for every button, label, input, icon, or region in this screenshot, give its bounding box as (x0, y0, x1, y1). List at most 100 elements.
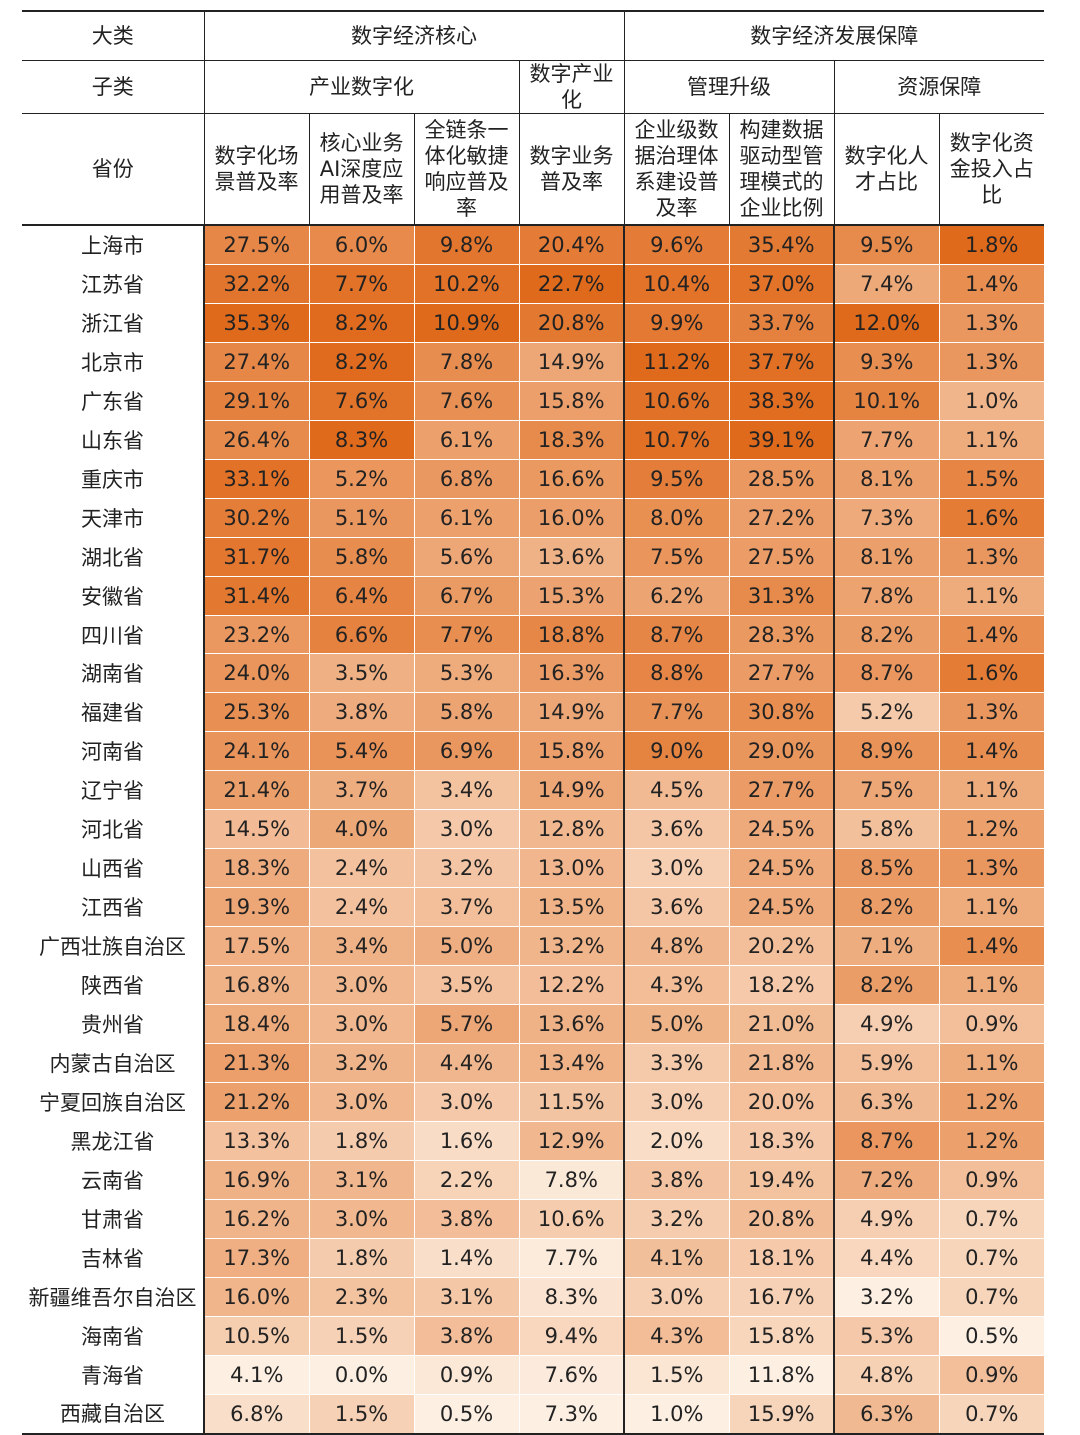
column-header-3: 全链条一体化敏捷响应普及率 (413, 113, 519, 226)
province-label: 重庆市 (22, 459, 204, 499)
column-header-8-text: 数字化资金投入占比 (949, 131, 1034, 207)
heatmap-cell: 1.2% (938, 809, 1044, 849)
heatmap-cell: 3.5% (308, 653, 414, 693)
heatmap-cell: 8.1% (833, 536, 939, 577)
province-label: 甘肃省 (22, 1199, 204, 1239)
table-row: 云南省 16.9% 3.1% 2.2% 7.8% 3.8% 19.4% 7.2% 0.9% (22, 1159, 1044, 1200)
heatmap-cell: 26.4% (203, 419, 309, 460)
heatmap-cell: 1.0% (623, 1393, 729, 1435)
heatmap-cell: 27.7% (728, 653, 834, 693)
heatmap-cell: 3.7% (413, 887, 519, 927)
heatmap-cell: 3.8% (308, 692, 414, 732)
heatmap-cell: 16.6% (518, 458, 624, 499)
table-row: 重庆市 33.1% 5.2% 6.8% 16.6% 9.5% 28.5% 8.1% 1.5% (22, 458, 1044, 499)
table-row: 内蒙古自治区 21.3% 3.2% 4.4% 13.4% 3.3% 21.8% 5.9% 1.1… (22, 1043, 1044, 1083)
heatmap-cell: 20.8% (728, 1198, 834, 1239)
heatmap-cell: 37.7% (728, 341, 834, 382)
heatmap-cell: 4.4% (413, 1043, 519, 1083)
heatmap-cell: 3.2% (833, 1276, 939, 1317)
heatmap-cell: 2.2% (413, 1159, 519, 1200)
column-header-4: 数字业务普及率 (518, 113, 624, 226)
heatmap-cell: 8.0% (623, 497, 729, 538)
province-label: 内蒙古自治区 (22, 1043, 204, 1083)
heatmap-cell: 21.2% (203, 1081, 309, 1122)
subgroup-header-digital-industrialization-text: 数字产业化 (529, 62, 614, 112)
heatmap-cell: 3.5% (413, 965, 519, 1005)
heatmap-cell: 3.1% (413, 1276, 519, 1317)
heatmap-cell: 25.3% (203, 692, 309, 732)
heatmap-cell: 13.5% (518, 887, 624, 927)
table-row: 湖北省 31.7% 5.8% 5.6% 13.6% 7.5% 27.5% 8.1% 1.3% (22, 536, 1044, 577)
heatmap-cell: 1.5% (938, 458, 1044, 499)
heatmap-cell: 24.5% (728, 809, 834, 849)
heatmap-cell: 1.4% (938, 614, 1044, 654)
heatmap-cell: 9.5% (623, 458, 729, 499)
heatmap-cell: 5.0% (623, 1004, 729, 1044)
province-label: 陕西省 (22, 965, 204, 1005)
column-header-7-text: 数字化人才占比 (844, 144, 929, 194)
heatmap-cell: 3.0% (308, 1198, 414, 1239)
heatmap-cell: 18.2% (728, 965, 834, 1005)
heatmap-cell: 1.2% (938, 1081, 1044, 1122)
heatmap-cell: 8.9% (833, 731, 939, 771)
heatmap-cell: 3.8% (413, 1198, 519, 1239)
heatmap-cell: 4.8% (833, 1354, 939, 1395)
province-label: 安徽省 (22, 576, 204, 616)
table-row: 安徽省 31.4% 6.4% 6.7% 15.3% 6.2% 31.3% 7.8% 1.1% (22, 575, 1044, 616)
heatmap-cell: 4.1% (203, 1354, 309, 1395)
heatmap-cell: 3.0% (623, 1276, 729, 1317)
heatmap-cell: 8.2% (833, 965, 939, 1005)
province-label: 山西省 (22, 848, 204, 888)
heatmap-cell: 13.2% (518, 926, 624, 966)
heatmap-cell: 27.4% (203, 341, 309, 382)
table-row: 上海市 27.5% 6.0% 9.8% 20.4% 9.6% 35.4% 9.5% 1.8% (22, 224, 1044, 265)
heatmap-cell: 1.3% (938, 848, 1044, 888)
heatmap-cell: 7.3% (833, 497, 939, 538)
province-label: 河南省 (22, 731, 204, 771)
column-header-3-text: 全链条一体化敏捷响应普及率 (424, 118, 509, 220)
heatmap-cell: 15.3% (518, 575, 624, 616)
heatmap-cell: 10.1% (833, 380, 939, 421)
heatmap-cell: 5.3% (833, 1315, 939, 1356)
heatmap-cell: 35.3% (203, 302, 309, 343)
heatmap-cell: 17.5% (203, 926, 309, 966)
heatmap-cell: 1.1% (938, 965, 1044, 1005)
heatmap-cell: 1.4% (938, 263, 1044, 304)
heatmap-cell: 18.3% (728, 1120, 834, 1161)
heatmap-cell: 10.9% (413, 302, 519, 343)
heatmap-cell: 6.8% (413, 458, 519, 499)
heatmap-cell: 27.7% (728, 770, 834, 810)
table-row: 福建省 25.3% 3.8% 5.8% 14.9% 7.7% 30.8% 5.2% 1.3% (22, 692, 1044, 732)
column-header-4-text: 数字业务普及率 (529, 144, 614, 194)
table-row: 山东省 26.4% 8.3% 6.1% 18.3% 10.7% 39.1% 7.7% 1.1% (22, 419, 1044, 460)
heatmap-cell: 3.0% (308, 965, 414, 1005)
table-row: 广东省 29.1% 7.6% 7.6% 15.8% 10.6% 38.3% 10.1% 1.0% (22, 380, 1044, 421)
heatmap-cell: 5.1% (308, 497, 414, 538)
heatmap-cell: 3.0% (413, 809, 519, 849)
heatmap-cell: 7.6% (308, 380, 414, 421)
heatmap-cell: 1.6% (413, 1120, 519, 1161)
heatmap-cell: 0.7% (938, 1198, 1044, 1239)
heatmap-cell: 8.1% (833, 458, 939, 499)
subgroup-header-resource-support: 资源保障 (833, 60, 1044, 114)
heatmap-cell: 3.4% (308, 926, 414, 966)
heatmap-cell: 4.4% (833, 1237, 939, 1278)
heatmap-cell: 8.2% (308, 302, 414, 343)
heatmap-cell: 15.8% (728, 1315, 834, 1356)
heatmap-cell: 27.2% (728, 497, 834, 538)
heatmap-cell: 11.8% (728, 1354, 834, 1395)
heatmap-cell: 16.0% (518, 497, 624, 538)
heatmap-cell: 31.3% (728, 575, 834, 616)
heatmap-cell: 31.7% (203, 536, 309, 577)
heatmap-cell: 6.2% (623, 575, 729, 616)
heatmap-cell: 15.9% (728, 1393, 834, 1435)
heatmap-cell: 9.6% (623, 224, 729, 265)
province-label: 福建省 (22, 692, 204, 732)
heatmap-cell: 6.0% (308, 224, 414, 265)
table-row: 海南省 10.5% 1.5% 3.8% 9.4% 4.3% 15.8% 5.3% 0.5% (22, 1315, 1044, 1356)
heatmap-cell: 8.7% (833, 1120, 939, 1161)
heatmap-cell: 3.2% (623, 1198, 729, 1239)
heatmap-cell: 10.5% (203, 1315, 309, 1356)
heatmap-cell: 7.7% (518, 1237, 624, 1278)
heatmap-cell: 9.3% (833, 341, 939, 382)
